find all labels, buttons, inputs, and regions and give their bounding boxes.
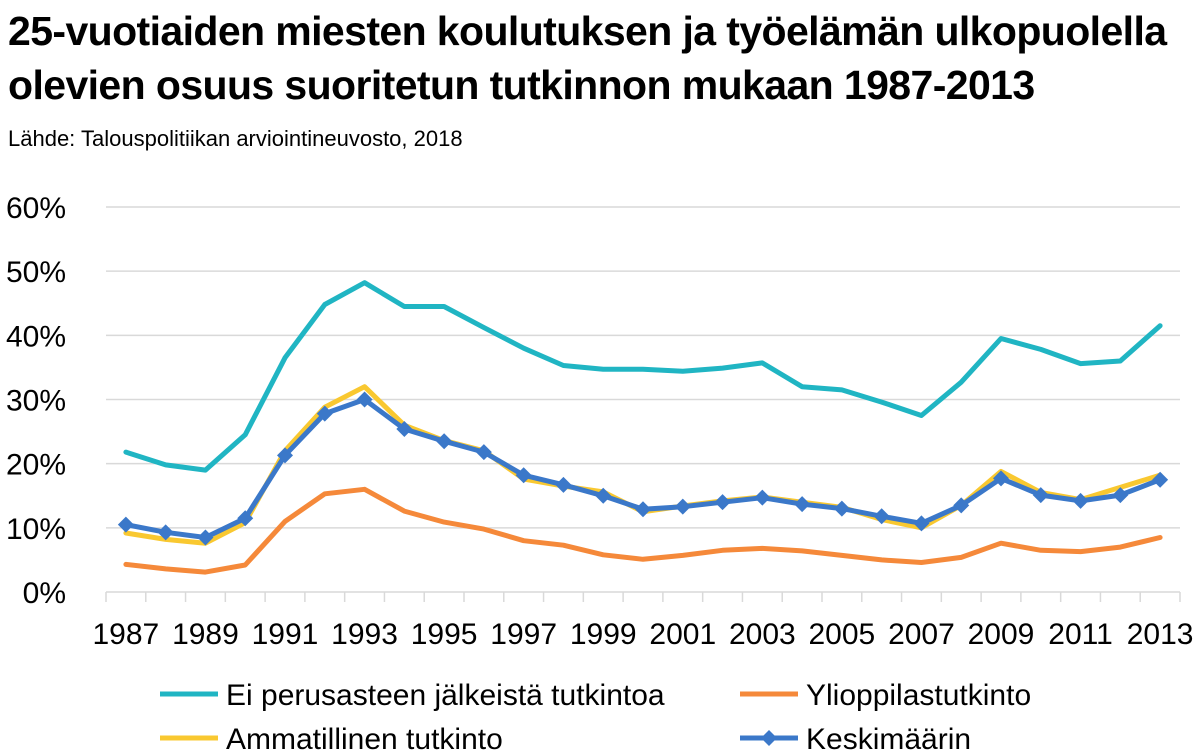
legend-marker bbox=[761, 730, 777, 746]
series-lines bbox=[117, 280, 1169, 575]
data-point bbox=[1072, 492, 1089, 509]
x-tick-label: 1999 bbox=[570, 618, 637, 651]
x-tick-label: 1991 bbox=[252, 618, 319, 651]
data-point bbox=[794, 496, 811, 513]
data-point bbox=[197, 529, 214, 546]
x-tick-label: 2005 bbox=[809, 618, 876, 651]
data-point bbox=[674, 498, 691, 515]
y-axis-tick-labels: 0% 10% 20% 30% 40% 50% 60% bbox=[6, 192, 66, 610]
data-point bbox=[555, 476, 572, 493]
series-4 bbox=[117, 391, 1169, 546]
x-axis bbox=[105, 591, 1181, 602]
data-point bbox=[237, 510, 254, 527]
data-point bbox=[396, 421, 413, 438]
chart-title-line-1: 25-vuotiaiden miesten koulutuksen ja työ… bbox=[8, 8, 1167, 54]
data-point bbox=[953, 497, 970, 514]
legend-item: Keskimäärin bbox=[740, 723, 971, 755]
data-point bbox=[117, 516, 134, 533]
data-point bbox=[635, 501, 651, 518]
legend-item: Ei perusasteen jälkeistä tutkintoa bbox=[160, 679, 665, 712]
series-2 bbox=[123, 486, 1163, 575]
x-tick-label: 1993 bbox=[331, 618, 398, 651]
y-tick-label: 20% bbox=[6, 449, 66, 482]
series-line bbox=[123, 280, 1163, 473]
x-tick-label: 2003 bbox=[729, 618, 796, 651]
chart-title-line-2: olevien osuus suoritetun tutkinnon mukaa… bbox=[8, 62, 1035, 108]
data-point bbox=[277, 447, 293, 464]
legend-label: Keskimäärin bbox=[806, 723, 971, 755]
chart-source-note: Lähde: Talouspolitiikan arviointineuvost… bbox=[8, 126, 463, 151]
legend-label: Ylioppilastutkinto bbox=[806, 679, 1031, 712]
data-point bbox=[993, 470, 1009, 487]
data-point bbox=[913, 515, 930, 532]
series-line bbox=[123, 486, 1163, 575]
series-1 bbox=[123, 280, 1163, 473]
y-tick-label: 10% bbox=[6, 513, 66, 546]
y-tick-label: 60% bbox=[6, 192, 66, 225]
data-point bbox=[157, 524, 174, 541]
x-tick-label: 1989 bbox=[172, 618, 239, 651]
x-tick-label: 1987 bbox=[93, 618, 160, 651]
data-point bbox=[754, 489, 771, 506]
data-point bbox=[714, 494, 731, 511]
data-point bbox=[595, 487, 612, 504]
legend-label: Ei perusasteen jälkeistä tutkintoa bbox=[226, 679, 665, 712]
x-tick-label: 1997 bbox=[490, 618, 557, 651]
data-point bbox=[515, 467, 532, 484]
data-point bbox=[1152, 471, 1169, 488]
x-axis-tick-labels: 1987 1989 1991 1993 1995 1997 1999 2001 2003 2005… bbox=[93, 618, 1194, 651]
data-point bbox=[356, 391, 373, 408]
x-tick-label: 1995 bbox=[411, 618, 478, 651]
data-point bbox=[475, 444, 492, 461]
x-tick-label: 2009 bbox=[968, 618, 1035, 651]
legend-label: Ammatillinen tutkinto bbox=[226, 723, 503, 755]
legend: Ei perusasteen jälkeistä tutkintoa Yliopp… bbox=[160, 679, 1031, 755]
x-tick-label: 2007 bbox=[888, 618, 955, 651]
y-tick-label: 0% bbox=[23, 577, 66, 610]
y-tick-label: 30% bbox=[6, 385, 66, 418]
data-point bbox=[873, 508, 890, 525]
chart-title: 25-vuotiaiden miesten koulutuksen ja työ… bbox=[8, 4, 1193, 112]
data-point bbox=[1032, 487, 1049, 504]
x-tick-label: 2001 bbox=[649, 618, 716, 651]
x-tick-label: 2013 bbox=[1127, 618, 1194, 651]
data-point bbox=[436, 433, 453, 450]
legend-item: Ammatillinen tutkinto bbox=[160, 723, 503, 755]
y-tick-label: 50% bbox=[6, 256, 66, 289]
legend-item: Ylioppilastutkinto bbox=[740, 679, 1031, 712]
data-point bbox=[833, 500, 850, 517]
gridlines bbox=[106, 206, 1180, 529]
data-point bbox=[1112, 487, 1129, 504]
data-point bbox=[316, 405, 333, 422]
y-tick-label: 40% bbox=[6, 320, 66, 353]
x-tick-label: 2011 bbox=[1048, 618, 1113, 651]
